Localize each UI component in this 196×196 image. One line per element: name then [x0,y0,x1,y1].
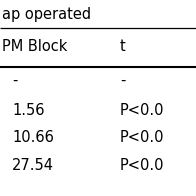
Text: 1.56: 1.56 [12,103,44,117]
Text: P<0.0: P<0.0 [120,131,164,145]
Text: 27.54: 27.54 [12,158,54,172]
Text: t: t [120,38,126,54]
Text: ap operated: ap operated [2,6,91,22]
Text: 10.66: 10.66 [12,131,54,145]
Text: PM Block: PM Block [2,38,67,54]
Text: -: - [120,73,125,87]
Text: P<0.0: P<0.0 [120,158,164,172]
Text: P<0.0: P<0.0 [120,103,164,117]
Text: -: - [12,73,17,87]
